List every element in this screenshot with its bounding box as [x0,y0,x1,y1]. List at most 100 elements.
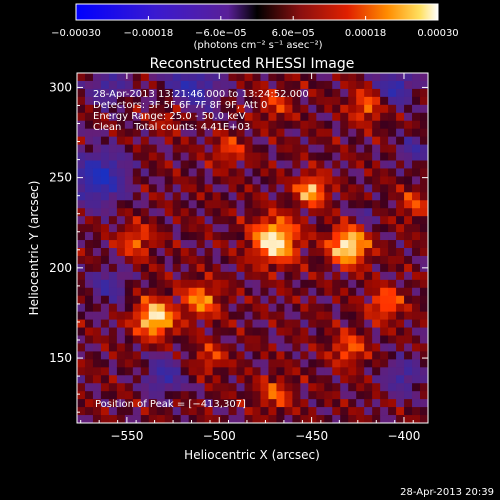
heatmap-cell [172,88,182,98]
heatmap-cell [220,88,229,98]
heatmap-cell [148,224,158,233]
heatmap-cell [388,128,397,138]
heatmap-cell [164,367,174,376]
heatmap-cell [412,136,421,145]
heatmap-cell [420,96,429,106]
heatmap-cell [300,240,309,249]
heatmap-cell [268,136,277,145]
heatmap-cell [204,391,214,400]
heatmap-cell [420,128,429,138]
heatmap-cell [364,192,373,201]
heatmap-cell [268,271,277,281]
heatmap-cell [372,295,381,305]
heatmap-cell [388,184,397,193]
heatmap-cell [268,359,277,368]
heatmap-cell [148,303,158,313]
heatmap-cell [116,335,126,344]
heatmap-cell [276,343,285,352]
heatmap-cell [132,184,142,193]
heatmap-cell [260,184,269,193]
heatmap-cell [77,303,86,313]
heatmap-cell [124,271,134,281]
heatmap-cell [308,303,317,313]
heatmap-cell [348,168,357,177]
heatmap-cell [268,112,277,122]
heatmap-cell [92,144,102,153]
heatmap-cell [116,391,126,400]
heatmap-cell [108,120,118,130]
heatmap-cell [268,407,277,416]
heatmap-cell [124,383,134,392]
heatmap-cell [412,80,421,90]
heatmap-cell [220,255,229,265]
heatmap-cell [252,327,261,336]
heatmap-cell [220,168,229,177]
heatmap-cell [332,240,341,249]
heatmap-cell [404,120,413,130]
heatmap-cell [172,383,182,392]
heatmap-cell [268,367,277,376]
heatmap-cell [388,224,397,233]
heatmap-cell [196,271,206,281]
heatmap-cell [180,343,190,352]
heatmap-cell [324,208,333,217]
heatmap-cell [364,96,373,106]
heatmap-cell [228,176,237,185]
heatmap-cell [220,279,229,289]
heatmap-cell [252,80,261,90]
heatmap-cell [380,255,389,265]
heatmap-cell [420,200,429,209]
heatmap-cell [100,168,110,177]
heatmap-cell [84,176,94,185]
heatmap-cell [260,279,269,289]
heatmap-cell [196,327,206,336]
heatmap-cell [100,88,110,98]
heatmap-cell [188,263,198,273]
heatmap-cell [228,255,237,265]
heatmap-cell [188,224,198,233]
heatmap-cell [124,168,134,177]
heatmap-cell [84,375,94,384]
heatmap-cell [92,80,102,90]
heatmap-cell [100,295,110,305]
heatmap-cell [236,80,245,90]
heatmap-cell [316,112,325,122]
heatmap-cell [100,391,110,400]
heatmap-cell [204,248,214,257]
heatmap-cell [332,144,341,153]
heatmap-cell [316,375,325,384]
heatmap-cell [388,208,397,217]
heatmap-cell [196,112,206,122]
heatmap-cell [228,407,237,416]
heatmap-cell [124,319,134,328]
heatmap-cell [124,327,134,336]
heatmap-cell [100,367,110,376]
heatmap-cell [324,96,333,106]
heatmap-cell [316,248,325,257]
heatmap-cell [372,128,381,138]
heatmap-cell [332,271,341,281]
heatmap-cell [84,104,94,114]
heatmap-cell [340,303,349,313]
heatmap-cell [180,200,190,209]
heatmap-cell [172,319,182,328]
heatmap-cell [268,224,277,233]
heatmap-cell [92,255,102,265]
heatmap-cell [404,303,413,313]
heatmap-cell [396,391,405,400]
heatmap-cell [420,415,429,424]
heatmap-cell [132,407,142,416]
heatmap-cell [252,351,261,360]
heatmap-cell [236,295,245,305]
heatmap-cell [244,319,253,328]
heatmap-cell [268,144,277,153]
heatmap-cell [124,128,134,138]
heatmap-cell [212,232,221,241]
heatmap-cell [77,351,86,360]
heatmap-cell [284,152,293,161]
heatmap-cell [164,375,174,384]
heatmap-cell [404,96,413,106]
heatmap-cell [148,351,158,360]
heatmap-cell [372,104,381,114]
heatmap-cell [300,383,309,392]
